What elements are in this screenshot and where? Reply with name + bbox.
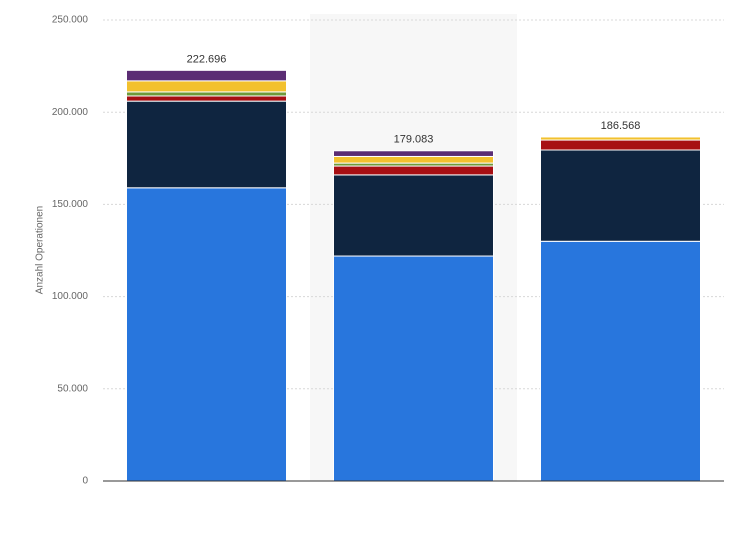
- bar-segment: [540, 240, 701, 482]
- y-tick-label: 200.000: [52, 107, 89, 118]
- bar-segment: [126, 95, 287, 102]
- y-tick-label: 100.000: [52, 291, 89, 302]
- bar-segment: [540, 139, 701, 151]
- y-tick-label: 150.000: [52, 199, 89, 210]
- bar-segment: [333, 165, 494, 176]
- y-axis-label: Anzahl Operationen: [35, 206, 46, 294]
- total-label: 222.696: [187, 53, 227, 65]
- y-tick-label: 50.000: [57, 383, 88, 394]
- bar-segment: [333, 150, 494, 157]
- bar-segment: [540, 149, 701, 242]
- bar-segment: [126, 80, 287, 93]
- bar-segment: [126, 100, 287, 189]
- y-tick-label: 0: [82, 476, 88, 487]
- y-tick-label: 250.000: [52, 15, 89, 26]
- total-label: 179.083: [394, 134, 434, 146]
- bar-segment: [540, 136, 701, 141]
- bar-segment: [333, 174, 494, 257]
- bar-segment: [126, 91, 287, 97]
- total-label: 186.568: [601, 120, 641, 132]
- bar-segment: [126, 69, 287, 82]
- bar-segment: [333, 155, 494, 164]
- bar-segment: [333, 255, 494, 482]
- bar-segment: [126, 187, 287, 482]
